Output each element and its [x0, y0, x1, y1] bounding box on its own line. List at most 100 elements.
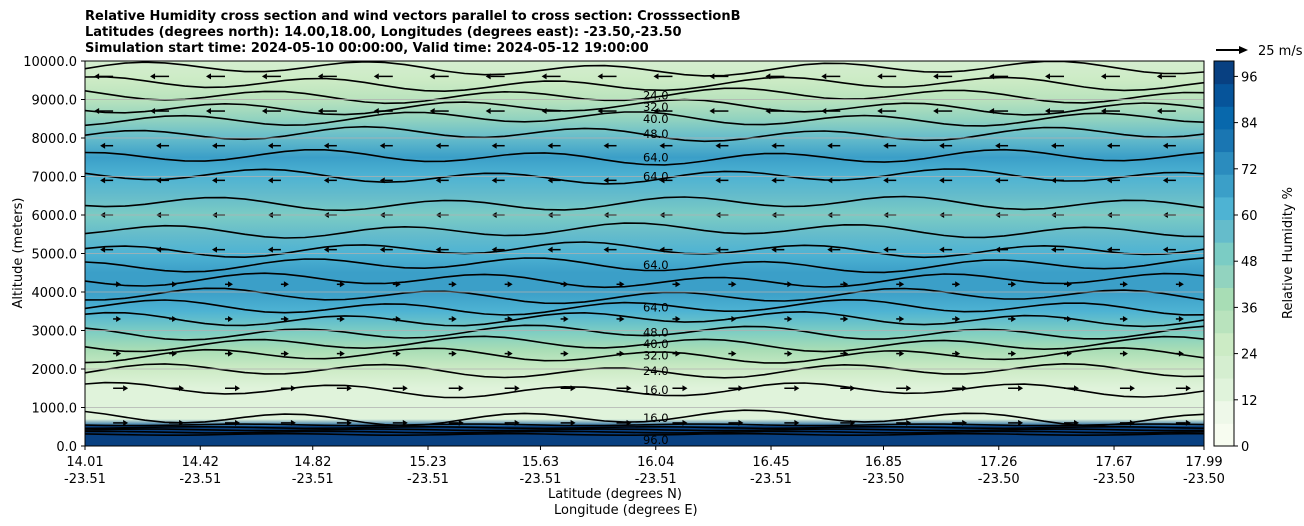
- svg-text:64.0: 64.0: [643, 300, 669, 314]
- wind-vector: [261, 108, 281, 115]
- wind-vector: [1119, 419, 1135, 426]
- wind-vector: [541, 108, 561, 115]
- svg-text:64.0: 64.0: [643, 150, 669, 164]
- y-tick-label: 0.0: [56, 440, 77, 455]
- svg-text:96.0: 96.0: [643, 433, 669, 447]
- colorbar-segment: [1214, 355, 1234, 379]
- wind-vector: [280, 385, 296, 392]
- chart-title-line-3: Simulation start time: 2024-05-10 00:00:…: [85, 41, 649, 56]
- x-tick-label-lon: -23.51: [407, 472, 449, 487]
- wind-vector: [877, 73, 897, 80]
- wind-vector: [1008, 350, 1017, 357]
- chart-title-line-1: Relative Humidity cross section and wind…: [85, 9, 741, 24]
- wind-vector: [150, 108, 170, 115]
- svg-text:40.0: 40.0: [643, 337, 669, 351]
- contour-label: 64.0: [643, 258, 669, 272]
- wind-vector: [169, 315, 178, 322]
- wind-vector: [995, 142, 1009, 149]
- wind-vector: [169, 385, 185, 392]
- wind-vector: [267, 142, 281, 149]
- wind-vector: [715, 142, 729, 149]
- wind-vector: [896, 315, 905, 322]
- wind-vector: [317, 108, 337, 115]
- wind-vector: [883, 177, 897, 184]
- x-tick-label-lon: -23.51: [520, 472, 562, 487]
- wind-vector: [672, 281, 681, 288]
- wind-vector: [784, 385, 800, 392]
- wind-vector: [113, 350, 122, 357]
- wind-vector: [840, 315, 849, 322]
- wind-vector: [1064, 350, 1073, 357]
- wind-vector: [840, 281, 849, 288]
- wind-vector: [952, 350, 961, 357]
- contour-line: [85, 222, 1204, 239]
- x-tick-label-lat: 15.63: [522, 455, 559, 470]
- wind-vector: [715, 177, 729, 184]
- contour-line: [85, 335, 1204, 353]
- colorbar-segment: [1214, 332, 1234, 356]
- svg-text:16.0: 16.0: [643, 383, 669, 397]
- wind-vector: [1175, 315, 1184, 322]
- wind-vector: [784, 419, 800, 426]
- chart-title-line-2: Latitudes (degrees north): 14.00,18.00, …: [85, 25, 682, 40]
- wind-vector: [1119, 315, 1128, 322]
- wind-vector: [616, 419, 632, 426]
- y-axis-label: Altitude (meters): [11, 198, 26, 309]
- wind-vector: [840, 385, 856, 392]
- contour-line: [85, 430, 1204, 434]
- colorbar-segment: [1214, 378, 1234, 402]
- wind-vector: [491, 177, 505, 184]
- wind-vector: [840, 350, 849, 357]
- wind-vector: [211, 142, 225, 149]
- x-tick-label-lon: -23.51: [750, 472, 792, 487]
- wind-vector: [448, 281, 457, 288]
- wind-vector: [1175, 419, 1191, 426]
- wind-vector: [280, 419, 296, 426]
- colorbar-tick-label: 96: [1241, 70, 1258, 85]
- contour-label: 40.0: [643, 337, 669, 351]
- wind-vector: [877, 108, 897, 115]
- colorbar-segment: [1214, 219, 1234, 243]
- wind-vector: [1106, 142, 1120, 149]
- svg-text:64.0: 64.0: [643, 170, 669, 184]
- wind-vector: [1162, 246, 1176, 253]
- wind-vector: [336, 350, 345, 357]
- colorbar-segment: [1214, 128, 1234, 153]
- wind-vector: [840, 419, 856, 426]
- wind-vector: [1119, 350, 1128, 357]
- x-tick-label-lat: 14.01: [66, 455, 103, 470]
- wind-vector: [94, 108, 114, 115]
- contour-line: [85, 347, 1204, 364]
- wind-vector: [448, 419, 464, 426]
- wind-vector: [653, 73, 673, 80]
- wind-vector: [560, 281, 569, 288]
- wind-vector: [504, 419, 520, 426]
- wind-vector: [211, 246, 225, 253]
- wind-vector: [821, 108, 841, 115]
- wind-vector: [94, 73, 114, 80]
- wind-vector: [952, 419, 968, 426]
- wind-vector: [491, 142, 505, 149]
- y-tick-label: 7000.0: [32, 171, 78, 186]
- wind-vector: [224, 419, 240, 426]
- wind-vector: [435, 177, 449, 184]
- wind-vector: [336, 315, 345, 322]
- wind-vector: [883, 142, 897, 149]
- wind-vector: [448, 350, 457, 357]
- colorbar-segment: [1214, 287, 1234, 311]
- y-tick-label: 9000.0: [32, 94, 78, 109]
- x-tick-label-lat: 15.23: [409, 455, 446, 470]
- wind-vector: [373, 73, 393, 80]
- contour-label: 96.0: [643, 433, 669, 447]
- wind-vector: [771, 142, 785, 149]
- wind-vector: [709, 108, 729, 115]
- x-tick-label-lat: 17.67: [1095, 455, 1132, 470]
- contour-label: 24.0: [643, 89, 669, 103]
- wind-vector: [280, 315, 289, 322]
- x-tick-label-lon: -23.51: [635, 472, 677, 487]
- wind-vector: [392, 315, 401, 322]
- wind-vector: [765, 108, 785, 115]
- quiver-key: 25 m/s: [1216, 44, 1303, 59]
- wind-vector: [653, 108, 673, 115]
